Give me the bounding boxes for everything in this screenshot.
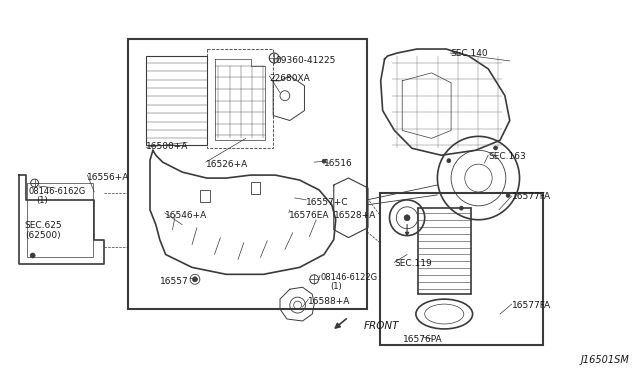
Text: (1): (1) [36, 196, 49, 205]
Text: 16576PA: 16576PA [403, 335, 442, 344]
Text: 09360-41225: 09360-41225 [275, 56, 335, 65]
Bar [207, 49, 273, 148]
Text: 16557: 16557 [160, 277, 189, 286]
Text: 16577FA: 16577FA [512, 192, 551, 201]
Bar [129, 39, 367, 309]
Text: J16501SM: J16501SM [580, 355, 629, 365]
Text: 16500+A: 16500+A [146, 142, 188, 151]
Text: SEC.140: SEC.140 [450, 49, 488, 58]
Bar [380, 193, 543, 345]
Text: SEC.119: SEC.119 [394, 259, 432, 269]
Text: 16577FA: 16577FA [512, 301, 551, 310]
Circle shape [493, 146, 497, 150]
Bar [146, 56, 207, 145]
Text: (62500): (62500) [25, 231, 60, 240]
Circle shape [447, 159, 451, 163]
Circle shape [193, 277, 197, 282]
Text: 08146-6162G: 08146-6162G [29, 187, 86, 196]
Text: 16557+C: 16557+C [307, 198, 349, 207]
Text: (1): (1) [330, 282, 342, 291]
Circle shape [506, 193, 510, 198]
Text: 16516: 16516 [324, 159, 353, 168]
Bar [251, 182, 260, 194]
Circle shape [322, 159, 326, 163]
Circle shape [460, 206, 463, 210]
Bar [27, 183, 93, 257]
Text: SEC.625: SEC.625 [25, 221, 63, 230]
Bar [200, 190, 210, 202]
Text: FRONT: FRONT [364, 321, 399, 331]
Text: 16546+A: 16546+A [164, 211, 207, 220]
Text: 16576EA: 16576EA [289, 211, 330, 220]
Text: 16556+A: 16556+A [88, 173, 130, 182]
Text: 16528+A: 16528+A [334, 211, 376, 220]
Text: 16588+A: 16588+A [308, 297, 351, 306]
Text: 08146-6122G: 08146-6122G [320, 273, 377, 282]
Text: 16526+A: 16526+A [205, 160, 248, 169]
Circle shape [30, 253, 35, 258]
Circle shape [404, 215, 410, 221]
Text: 22680XA: 22680XA [269, 74, 310, 83]
Text: SEC.163: SEC.163 [488, 152, 526, 161]
